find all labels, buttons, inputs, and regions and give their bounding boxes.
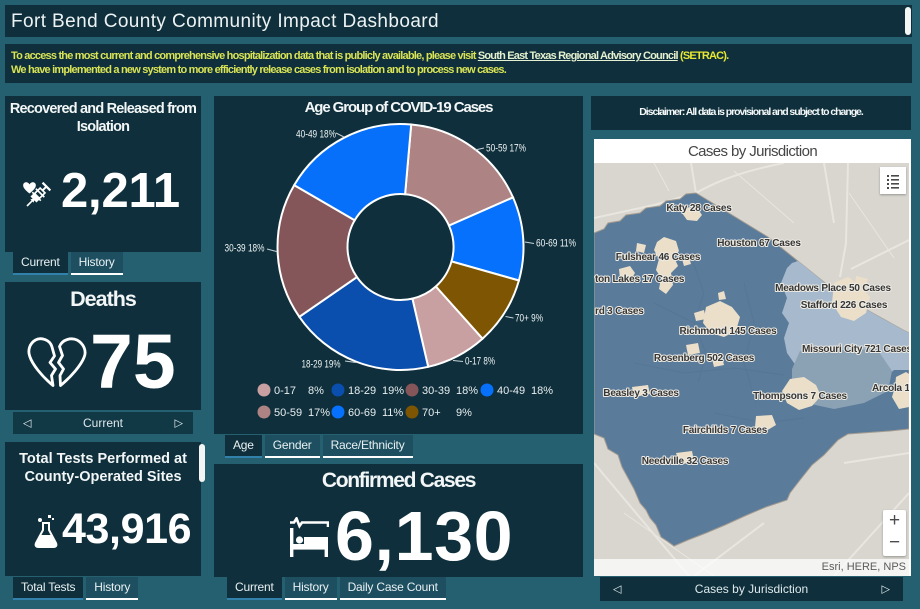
- svg-text:Stafford 226 Cases: Stafford 226 Cases: [801, 300, 888, 311]
- svg-text:50-59 17%: 50-59 17%: [486, 143, 526, 155]
- svg-text:50-59: 50-59: [274, 407, 302, 419]
- svg-text:Fairchilds 7 Cases: Fairchilds 7 Cases: [683, 425, 768, 436]
- svg-text:Missouri City 721 Cases: Missouri City 721 Cases: [802, 344, 909, 355]
- svg-text:60-69 11%: 60-69 11%: [536, 238, 576, 250]
- svg-text:70+: 70+: [422, 407, 441, 419]
- svg-text:9%: 9%: [456, 407, 472, 419]
- svg-text:19%: 19%: [382, 385, 404, 397]
- svg-text:60-69: 60-69: [348, 407, 376, 419]
- svg-text:18%: 18%: [456, 385, 478, 397]
- svg-text:18%: 18%: [531, 385, 553, 397]
- svg-text:8%: 8%: [308, 385, 324, 397]
- svg-text:40-49: 40-49: [497, 385, 525, 397]
- svg-text:Needville 32 Cases: Needville 32 Cases: [642, 456, 729, 467]
- svg-text:18-29: 18-29: [348, 385, 376, 397]
- svg-text:17%: 17%: [308, 407, 330, 419]
- svg-text:Rosenberg 502 Cases: Rosenberg 502 Cases: [654, 353, 755, 364]
- svg-text:Houston 67 Cases: Houston 67 Cases: [717, 238, 801, 249]
- svg-text:rd 3 Cases: rd 3 Cases: [595, 306, 644, 317]
- svg-text:Meadows Place 50 Cases: Meadows Place 50 Cases: [775, 283, 891, 294]
- svg-text:Katy 28 Cases: Katy 28 Cases: [666, 203, 732, 214]
- svg-text:Richmond 145 Cases: Richmond 145 Cases: [680, 326, 778, 337]
- svg-text:30-39 18%: 30-39 18%: [225, 243, 265, 255]
- svg-text:Thompsons 7 Cases: Thompsons 7 Cases: [753, 391, 847, 402]
- svg-text:11%: 11%: [382, 407, 403, 419]
- svg-text:Fulshear 46 Cases: Fulshear 46 Cases: [616, 252, 701, 263]
- svg-text:40-49 18%: 40-49 18%: [296, 129, 336, 141]
- svg-text:30-39: 30-39: [422, 385, 450, 397]
- svg-text:70+ 9%: 70+ 9%: [515, 313, 543, 325]
- svg-text:Arcola 12 Cases: Arcola 12 Cases: [872, 383, 909, 394]
- svg-text:0-17: 0-17: [274, 385, 296, 397]
- svg-text:18-29 19%: 18-29 19%: [302, 359, 341, 371]
- svg-text:ton Lakes 17 Cases: ton Lakes 17 Cases: [595, 274, 685, 285]
- svg-text:Beasley 3 Cases: Beasley 3 Cases: [603, 388, 679, 399]
- svg-text:0-17 8%: 0-17 8%: [465, 356, 495, 368]
